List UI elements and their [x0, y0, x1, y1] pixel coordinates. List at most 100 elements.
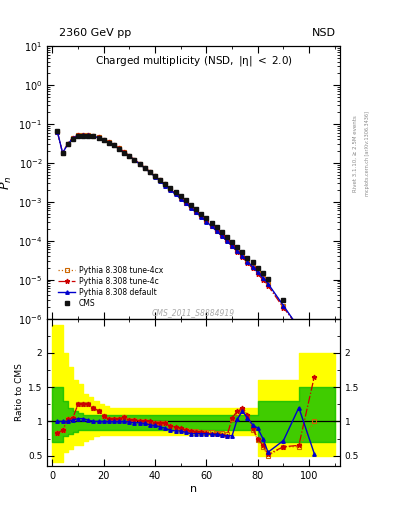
CMS: [127, 153, 132, 159]
Pythia 8.308 default: [75, 133, 80, 139]
CMS: [122, 150, 127, 156]
Pythia 8.308 tune-4c: [142, 164, 147, 170]
CMS: [86, 133, 91, 139]
Pythia 8.308 tune-4c: [261, 276, 265, 283]
Pythia 8.308 default: [209, 223, 214, 229]
Pythia 8.308 tune-4c: [168, 186, 173, 192]
Pythia 8.308 default: [60, 150, 65, 156]
Pythia 8.308 tune-4cx: [112, 142, 116, 148]
CMS: [194, 206, 198, 212]
Pythia 8.308 tune-4cx: [60, 150, 65, 156]
Pythia 8.308 default: [65, 141, 70, 147]
Pythia 8.308 tune-4c: [152, 173, 157, 179]
Pythia 8.308 default: [245, 259, 250, 265]
Pythia 8.308 tune-4c: [245, 260, 250, 266]
Pythia 8.308 default: [91, 133, 96, 139]
Pythia 8.308 default: [224, 238, 229, 244]
Pythia 8.308 tune-4c: [112, 142, 116, 148]
Pythia 8.308 default: [158, 178, 163, 184]
CMS: [199, 210, 204, 217]
CMS: [55, 128, 60, 134]
CMS: [178, 193, 183, 199]
Pythia 8.308 tune-4cx: [75, 132, 80, 138]
X-axis label: n: n: [190, 483, 197, 494]
CMS: [173, 189, 178, 195]
CMS: [312, 341, 317, 347]
Pythia 8.308 tune-4cx: [152, 173, 157, 179]
Pythia 8.308 tune-4cx: [281, 303, 286, 309]
Pythia 8.308 tune-4cx: [55, 129, 60, 135]
Pythia 8.308 tune-4cx: [296, 325, 301, 331]
Pythia 8.308 default: [296, 325, 301, 331]
Pythia 8.308 tune-4c: [163, 181, 168, 187]
Pythia 8.308 tune-4cx: [261, 275, 265, 281]
Pythia 8.308 tune-4c: [91, 133, 96, 139]
Pythia 8.308 tune-4c: [178, 195, 183, 201]
Pythia 8.308 default: [184, 200, 188, 206]
Pythia 8.308 tune-4cx: [178, 195, 183, 201]
Pythia 8.308 default: [147, 169, 152, 176]
CMS: [209, 220, 214, 226]
Pythia 8.308 default: [152, 174, 157, 180]
Pythia 8.308 default: [199, 214, 204, 220]
Pythia 8.308 tune-4cx: [158, 177, 163, 183]
CMS: [224, 234, 229, 240]
CMS: [152, 173, 157, 179]
CMS: [107, 140, 111, 146]
Pythia 8.308 tune-4cx: [235, 248, 240, 254]
Pythia 8.308 tune-4c: [219, 233, 224, 239]
Pythia 8.308 default: [81, 132, 85, 138]
CMS: [189, 202, 193, 208]
Pythia 8.308 tune-4cx: [312, 348, 317, 354]
Pythia 8.308 default: [240, 253, 245, 259]
Pythia 8.308 tune-4cx: [81, 132, 85, 138]
CMS: [112, 142, 116, 148]
CMS: [168, 185, 173, 191]
Pythia 8.308 tune-4cx: [137, 160, 142, 166]
Pythia 8.308 default: [112, 142, 116, 148]
Pythia 8.308 tune-4cx: [194, 208, 198, 215]
CMS: [255, 265, 260, 271]
Pythia 8.308 default: [163, 183, 168, 189]
Y-axis label: $P_n$: $P_n$: [0, 175, 14, 189]
Pythia 8.308 tune-4cx: [163, 181, 168, 187]
Pythia 8.308 tune-4c: [70, 135, 75, 141]
CMS: [204, 215, 209, 221]
Text: mcplots.cern.ch [arXiv:1306.3436]: mcplots.cern.ch [arXiv:1306.3436]: [365, 111, 370, 196]
Pythia 8.308 default: [122, 150, 127, 156]
Pythia 8.308 tune-4c: [214, 228, 219, 234]
Pythia 8.308 tune-4c: [117, 145, 121, 151]
Pythia 8.308 tune-4cx: [224, 238, 229, 244]
Pythia 8.308 tune-4c: [147, 168, 152, 175]
CMS: [261, 270, 265, 276]
Pythia 8.308 default: [266, 281, 270, 287]
Pythia 8.308 tune-4c: [199, 214, 204, 220]
Pythia 8.308 tune-4c: [173, 190, 178, 197]
Pythia 8.308 tune-4c: [122, 149, 127, 155]
Y-axis label: Ratio to CMS: Ratio to CMS: [15, 364, 24, 421]
Pythia 8.308 tune-4c: [194, 209, 198, 215]
Pythia 8.308 default: [219, 233, 224, 239]
Pythia 8.308 default: [281, 303, 286, 309]
Pythia 8.308 tune-4cx: [142, 165, 147, 171]
Pythia 8.308 tune-4c: [209, 223, 214, 229]
Pythia 8.308 tune-4c: [296, 324, 301, 330]
Line: Pythia 8.308 tune-4c: Pythia 8.308 tune-4c: [55, 130, 317, 348]
Legend: Pythia 8.308 tune-4cx, Pythia 8.308 tune-4c, Pythia 8.308 default, CMS: Pythia 8.308 tune-4cx, Pythia 8.308 tune…: [57, 265, 165, 309]
Pythia 8.308 default: [142, 165, 147, 172]
Pythia 8.308 default: [127, 153, 132, 159]
Pythia 8.308 tune-4c: [184, 200, 188, 206]
Pythia 8.308 tune-4c: [281, 305, 286, 311]
Pythia 8.308 tune-4cx: [86, 132, 91, 138]
CMS: [250, 259, 255, 265]
Pythia 8.308 tune-4c: [224, 238, 229, 244]
Pythia 8.308 default: [70, 135, 75, 141]
Pythia 8.308 tune-4cx: [214, 227, 219, 233]
Pythia 8.308 tune-4c: [127, 153, 132, 159]
Line: CMS: CMS: [55, 129, 317, 347]
CMS: [70, 136, 75, 142]
CMS: [81, 133, 85, 139]
Pythia 8.308 default: [178, 196, 183, 202]
CMS: [65, 141, 70, 147]
Pythia 8.308 tune-4c: [65, 141, 70, 147]
